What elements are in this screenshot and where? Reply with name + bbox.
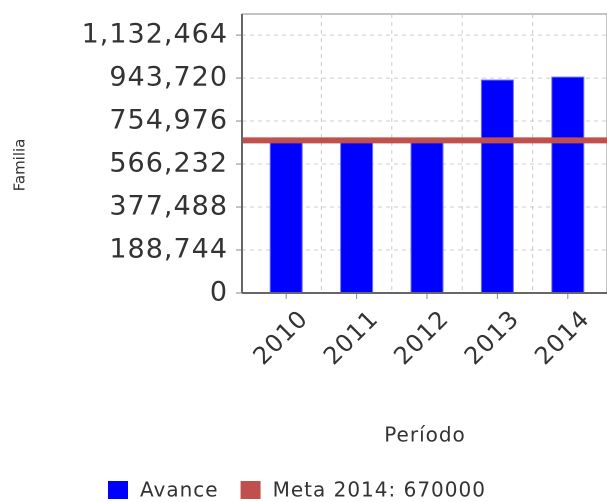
bar [551, 76, 585, 294]
y-tick-label: 754,976 [109, 105, 228, 136]
x-tick-label: 2012 [388, 304, 454, 370]
legend-label: Avance [140, 478, 219, 502]
y-axis-label: Familia [11, 139, 29, 192]
y-tick-label: 188,744 [109, 234, 228, 265]
legend-label: Meta 2014: 670000 [273, 478, 486, 502]
y-tick-label: 566,232 [109, 148, 228, 179]
legend-swatch [108, 481, 128, 499]
legend-swatch [240, 481, 261, 499]
y-tick-label: 943,720 [109, 62, 228, 93]
bar [340, 139, 374, 294]
bar [480, 79, 514, 294]
y-tick-label: 0 [210, 277, 228, 308]
bar [410, 139, 444, 294]
y-tick-label: 377,488 [109, 191, 228, 222]
y-tick-label: 1,132,464 [82, 19, 228, 50]
x-tick-label: 2013 [459, 304, 525, 370]
bar [269, 139, 303, 294]
x-tick-label: 2010 [248, 304, 314, 370]
x-tick-label: 2014 [529, 304, 595, 370]
x-axis-label: Período [384, 423, 466, 447]
x-tick-label: 2011 [318, 304, 384, 370]
